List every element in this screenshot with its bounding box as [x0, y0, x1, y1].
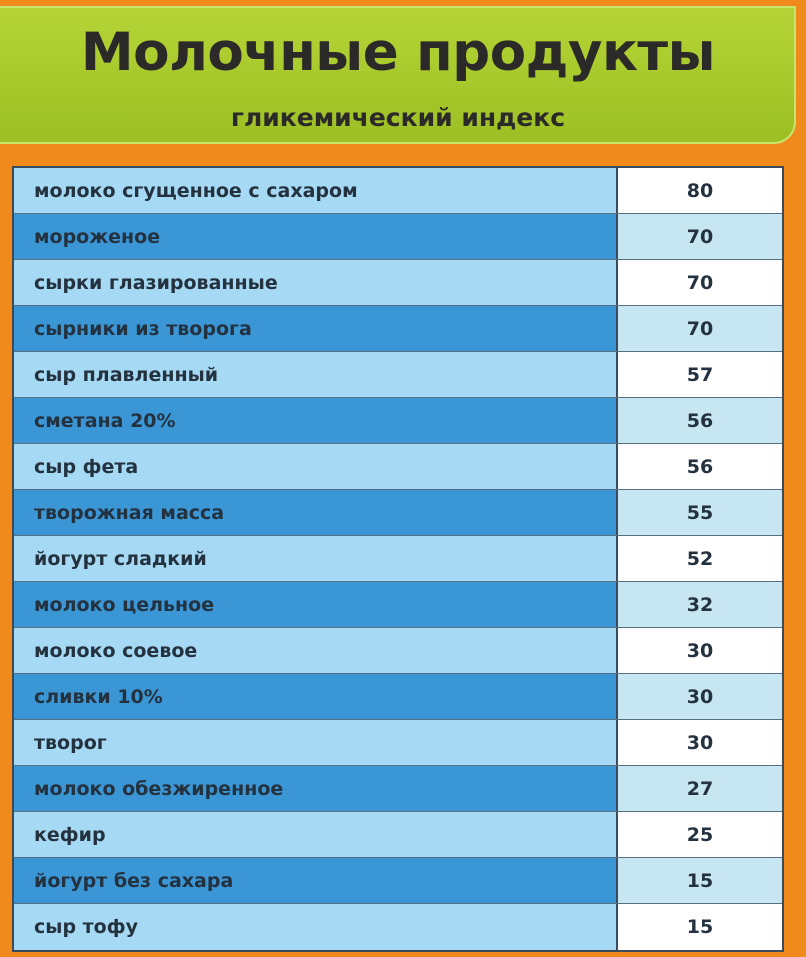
table-row: сыр плавленный 57: [14, 352, 782, 398]
page-title: Молочные продукты: [80, 22, 716, 83]
glycemic-index-value: 27: [618, 766, 782, 811]
table-row: молоко обезжиренное 27: [14, 766, 782, 812]
product-name: йогурт без сахара: [14, 858, 618, 903]
table-row: сметана 20% 56: [14, 398, 782, 444]
header-banner: Молочные продукты гликемический индекс: [0, 6, 796, 144]
table-row: кефир 25: [14, 812, 782, 858]
product-name: сливки 10%: [14, 674, 618, 719]
glycemic-index-value: 30: [618, 628, 782, 673]
product-name: сметана 20%: [14, 398, 618, 443]
product-name: сырки глазированные: [14, 260, 618, 305]
product-name: мороженое: [14, 214, 618, 259]
product-name: творожная масса: [14, 490, 618, 535]
glycemic-index-value: 70: [618, 260, 782, 305]
table-row: молоко сгущенное с сахаром 80: [14, 168, 782, 214]
table-row: йогурт без сахара 15: [14, 858, 782, 904]
table-row: творожная масса 55: [14, 490, 782, 536]
product-name: кефир: [14, 812, 618, 857]
table-row: сырники из творога 70: [14, 306, 782, 352]
table-row: мороженое 70: [14, 214, 782, 260]
glycemic-index-value: 30: [618, 674, 782, 719]
table-row: сыр тофу 15: [14, 904, 782, 950]
table-row: творог 30: [14, 720, 782, 766]
table-row: молоко соевое 30: [14, 628, 782, 674]
glycemic-index-value: 56: [618, 444, 782, 489]
glycemic-index-value: 15: [618, 858, 782, 903]
glycemic-index-value: 52: [618, 536, 782, 581]
glycemic-index-value: 25: [618, 812, 782, 857]
product-name: творог: [14, 720, 618, 765]
table-row: сыр фета 56: [14, 444, 782, 490]
glycemic-index-table: молоко сгущенное с сахаром 80 мороженое …: [12, 166, 784, 952]
table-row: сливки 10% 30: [14, 674, 782, 720]
product-name: молоко цельное: [14, 582, 618, 627]
product-name: сыр плавленный: [14, 352, 618, 397]
glycemic-index-value: 32: [618, 582, 782, 627]
product-name: сырники из творога: [14, 306, 618, 351]
product-name: сыр фета: [14, 444, 618, 489]
table-row: молоко цельное 32: [14, 582, 782, 628]
glycemic-index-value: 55: [618, 490, 782, 535]
glycemic-index-value: 30: [618, 720, 782, 765]
glycemic-index-value: 70: [618, 306, 782, 351]
table-row: сырки глазированные 70: [14, 260, 782, 306]
glycemic-index-value: 57: [618, 352, 782, 397]
product-name: молоко обезжиренное: [14, 766, 618, 811]
page-subtitle: гликемический индекс: [230, 103, 566, 132]
glycemic-index-value: 56: [618, 398, 782, 443]
table-row: йогурт сладкий 52: [14, 536, 782, 582]
product-name: йогурт сладкий: [14, 536, 618, 581]
product-name: сыр тофу: [14, 904, 618, 950]
glycemic-index-value: 80: [618, 168, 782, 213]
product-name: молоко соевое: [14, 628, 618, 673]
glycemic-index-value: 70: [618, 214, 782, 259]
product-name: молоко сгущенное с сахаром: [14, 168, 618, 213]
glycemic-index-value: 15: [618, 904, 782, 950]
